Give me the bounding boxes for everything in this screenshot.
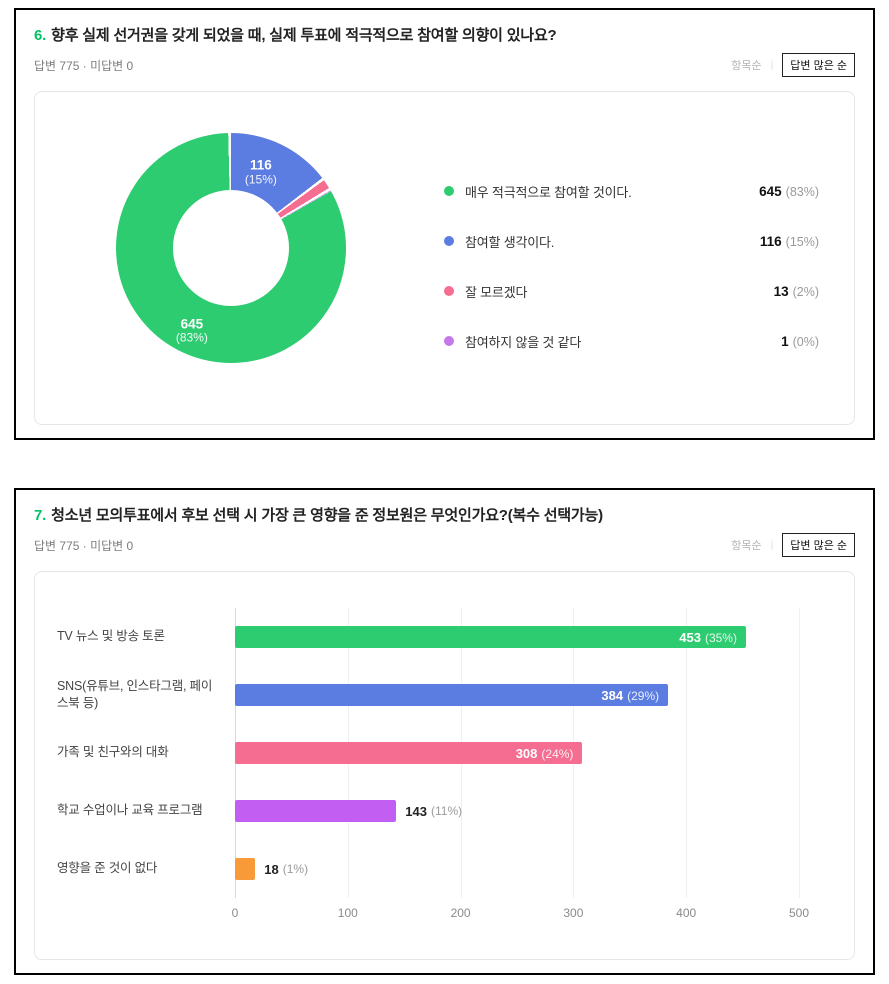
legend-color-dot	[444, 186, 454, 196]
bar-row-1: SNS(유튜브, 인스타그램, 페이스북 등) 384(29%) 384(29%…	[35, 666, 854, 724]
bar-track: 143(11%) 143(11%)	[235, 800, 799, 822]
bar-row-0: TV 뉴스 및 방송 토론 453(35%) 453(35%)	[35, 608, 854, 666]
bar: 18(1%)	[235, 858, 256, 880]
legend-item-3: 참여하지 않을 것 같다 1 (0%)	[444, 332, 819, 351]
legend-color-dot	[444, 236, 454, 246]
donut-slice-label-blue: 116 (15%)	[245, 157, 277, 186]
meta-row-7: 답변 775 · 미답변 0 항목순 | 답변 많은 순	[34, 533, 855, 557]
question-title-text-6: 향후 실제 선거권을 갖게 되었을 때, 실제 투표에 적극적으로 참여할 의향…	[51, 27, 557, 44]
x-axis: 0 100 200 300 400 500	[35, 906, 854, 928]
donut-slice-value: 645	[180, 316, 204, 332]
question-number-7: 7.	[34, 507, 47, 524]
axis-spacer	[57, 906, 235, 928]
donut-chart-wrap: 116 (15%) 645 (83%)	[116, 133, 346, 363]
donut-slice-percent: (15%)	[244, 171, 277, 186]
bar-value-label: 384 (29%)	[601, 687, 660, 703]
gridline	[799, 608, 800, 898]
sort-by-item-button[interactable]: 항목순	[731, 540, 762, 552]
gridline	[686, 608, 688, 898]
bar-category-label: TV 뉴스 및 방송 토론	[57, 629, 165, 644]
bar-track: 308(24%) 308(24%)	[235, 742, 799, 764]
axis-tick: 400	[676, 906, 697, 920]
axis-tick: 500	[788, 906, 810, 920]
legend-item-2: 잘 모르겠다 13 (2%)	[444, 282, 819, 301]
sort-by-item-button[interactable]: 항목순	[731, 60, 762, 72]
sort-by-answers-button[interactable]: 답변 많은 순	[782, 533, 855, 557]
sort-by-answers-button[interactable]: 답변 많은 순	[782, 53, 855, 77]
bar-row-4: 영향을 준 것이 없다 18(1%) 18(1%)	[35, 840, 854, 898]
axis-ticks: 0 100 200 300 400 500	[231, 906, 809, 928]
donut-slice-label-green: 645 (83%)	[176, 316, 208, 345]
legend-value: 1 (0%)	[781, 333, 819, 349]
question-number-6: 6.	[34, 27, 47, 44]
horizontal-bar-chart: TV 뉴스 및 방송 토론 453(35%) 453(35%) SNS(유튜브,…	[35, 572, 854, 928]
legend-color-dot	[444, 286, 454, 296]
donut-slice-percent: (83%)	[175, 330, 208, 345]
question-title-text-7: 청소년 모의투표에서 후보 선택 시 가장 큰 영향을 준 정보원은 무엇인가요…	[51, 507, 603, 524]
bar: 143(11%)	[235, 800, 397, 822]
bar-category-label: SNS(유튜브, 인스타그램, 페이스북 등)	[57, 678, 213, 711]
sort-control-6: 항목순 | 답변 많은 순	[731, 53, 855, 77]
axis-tick: 0	[231, 906, 239, 920]
bar-category-label: 학교 수업이나 교육 프로그램	[57, 803, 203, 818]
donut-legend: 매우 적극적으로 참여할 것이다. 645 (83%) 참여할 생각이다. 116…	[444, 182, 854, 351]
axis-tick: 100	[337, 906, 358, 920]
bar-category-label: 가족 및 친구와의 대화	[57, 745, 169, 760]
donut-slice-value: 116	[249, 157, 272, 173]
question-card-6: 6. 향후 실제 선거권을 갖게 되었을 때, 실제 투표에 적극적으로 참여할 …	[14, 8, 875, 440]
legend-label: 매우 적극적으로 참여할 것이다.	[465, 184, 632, 200]
sort-control-7: 항목순 | 답변 많은 순	[731, 533, 855, 557]
bar-value-label: 143 (11%)	[405, 803, 463, 819]
bar-track: 384(29%) 384(29%)	[235, 684, 799, 706]
bar-value-label: 453 (35%)	[679, 629, 737, 645]
bar-category-label: 영향을 준 것이 없다	[57, 861, 158, 876]
legend-value: 645 (83%)	[759, 183, 819, 199]
legend-value: 116 (15%)	[759, 233, 819, 249]
donut-chart: 116 (15%) 645 (83%)	[116, 133, 346, 363]
bar: 453 (35%)	[235, 626, 746, 648]
meta-row-6: 답변 775 · 미답변 0 항목순 | 답변 많은 순	[34, 53, 855, 77]
bar-track: 453(35%) 453(35%)	[235, 626, 799, 648]
legend-label: 잘 모르겠다	[465, 284, 528, 300]
legend-label: 참여할 생각이다.	[465, 234, 555, 250]
question-title-7: 7. 청소년 모의투표에서 후보 선택 시 가장 큰 영향을 준 정보원은 무엇인…	[34, 504, 855, 525]
legend-color-dot	[444, 336, 454, 346]
bar-row-3: 학교 수업이나 교육 프로그램 143(11%) 143(11%)	[35, 782, 854, 840]
bar: 384 (29%)	[235, 684, 669, 706]
legend-item-0: 매우 적극적으로 참여할 것이다. 645 (83%)	[444, 182, 819, 201]
question-card-7: 7. 청소년 모의투표에서 후보 선택 시 가장 큰 영향을 준 정보원은 무엇인…	[14, 488, 875, 975]
donut-panel: 116 (15%) 645 (83%) 매우 적극적으로 참여할 것이다. 64…	[34, 91, 855, 425]
legend-item-1: 참여할 생각이다. 116 (15%)	[444, 232, 819, 251]
question-title-6: 6. 향후 실제 선거권을 갖게 되었을 때, 실제 투표에 적극적으로 참여할 …	[34, 24, 855, 45]
bar-chart-panel: TV 뉴스 및 방송 토론 453(35%) 453(35%) SNS(유튜브,…	[34, 571, 855, 960]
bar-track: 18(1%) 18(1%)	[235, 858, 799, 880]
legend-value: 13 (2%)	[773, 283, 819, 299]
answer-count-6: 답변 775 · 미답변 0	[34, 58, 134, 73]
sort-divider: |	[770, 59, 774, 71]
legend-label: 참여하지 않을 것 같다	[465, 334, 582, 350]
axis-tick: 300	[563, 906, 584, 920]
sort-divider: |	[770, 539, 774, 551]
bar-value-label: 308 (24%)	[515, 745, 574, 761]
bar: 308 (24%)	[235, 742, 583, 764]
bar-row-2: 가족 및 친구와의 대화 308(24%) 308(24%)	[35, 724, 854, 782]
answer-count-7: 답변 775 · 미답변 0	[34, 538, 134, 553]
axis-tick: 200	[450, 906, 471, 920]
bar-value-label: 18 (1%)	[264, 861, 309, 877]
